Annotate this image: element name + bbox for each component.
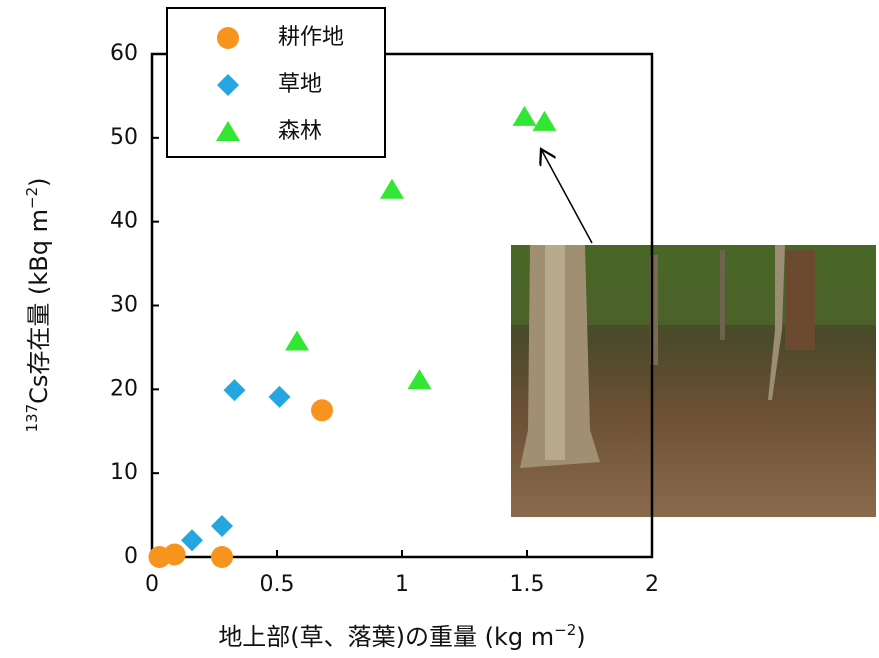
- arrow: [541, 149, 592, 243]
- y-tick-label: 50: [110, 125, 138, 150]
- point: [408, 369, 432, 389]
- x-tick-label: 2: [645, 572, 659, 597]
- x-tick-label: 0.5: [260, 572, 295, 597]
- y-tick-label: 40: [110, 209, 138, 234]
- legend-label: 草地: [278, 72, 322, 97]
- point: [513, 106, 537, 126]
- point: [181, 529, 203, 551]
- point: [224, 379, 246, 401]
- y-tick-label: 20: [110, 376, 138, 401]
- point: [285, 331, 309, 351]
- y-axis-label: 137Cs存在量 (kBq m−2): [23, 178, 54, 433]
- y-tick-label: 0: [124, 544, 138, 569]
- legend-marker: [217, 27, 239, 49]
- y-tick-label: 30: [110, 293, 138, 318]
- forest-photo: [511, 245, 876, 517]
- point: [211, 546, 233, 568]
- x-tick-label: 1: [395, 572, 409, 597]
- legend-label: 森林: [278, 119, 322, 144]
- point: [380, 179, 404, 199]
- point: [211, 515, 233, 537]
- y-tick-label: 10: [110, 460, 138, 485]
- x-tick-label: 1.5: [510, 572, 545, 597]
- point: [533, 111, 557, 131]
- x-axis-label: 地上部(草、落葉)の重量 (kg m−2): [218, 621, 585, 652]
- chart: 137Cs存在量 (kBq m−2) 地上部(草、落葉)の重量 (kg m−2)…: [0, 0, 879, 658]
- point: [164, 543, 186, 565]
- x-tick-label: 0: [145, 572, 159, 597]
- legend: [167, 8, 385, 157]
- legend-label: 耕作地: [278, 25, 344, 50]
- point: [311, 399, 333, 421]
- y-tick-label: 60: [110, 41, 138, 66]
- point: [269, 386, 291, 408]
